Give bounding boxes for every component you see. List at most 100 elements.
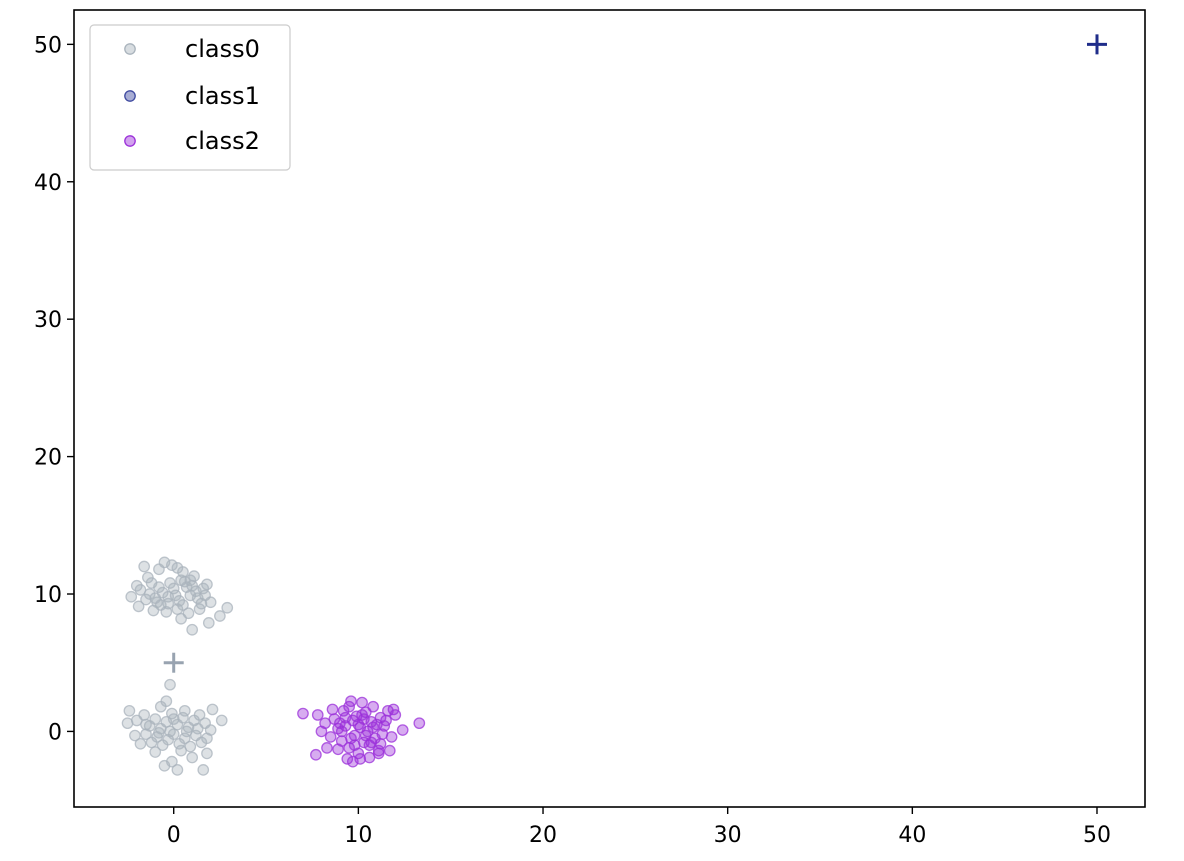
data-point-class2 bbox=[383, 744, 396, 757]
data-point-class2 bbox=[367, 700, 379, 713]
data-point-class0 bbox=[201, 732, 213, 745]
data-point-class2 bbox=[332, 743, 344, 756]
x-tick-label: 40 bbox=[898, 823, 926, 848]
data-point-class0 bbox=[197, 582, 210, 595]
data-point-class2 bbox=[413, 717, 426, 730]
data-point-class2 bbox=[324, 731, 337, 743]
data-point-class0 bbox=[169, 589, 182, 602]
data-point-class0 bbox=[142, 571, 154, 584]
data-point-class0 bbox=[132, 600, 145, 613]
y-tick-label: 50 bbox=[34, 33, 62, 58]
data-point-class0 bbox=[191, 722, 204, 735]
data-point-class0 bbox=[178, 704, 191, 717]
data-point-class0 bbox=[193, 709, 206, 721]
data-point-class0 bbox=[186, 751, 199, 764]
legend-box bbox=[89, 24, 291, 171]
data-point-class0 bbox=[149, 713, 162, 725]
y-tick-label: 30 bbox=[34, 308, 62, 333]
x-tick-label: 10 bbox=[344, 823, 372, 848]
x-tick-label: 50 bbox=[1083, 823, 1111, 848]
data-point-class0 bbox=[153, 581, 165, 593]
data-point-class2 bbox=[311, 709, 324, 721]
data-point-class0 bbox=[167, 713, 180, 725]
data-point-class0 bbox=[123, 704, 136, 717]
data-point-class2 bbox=[372, 744, 385, 757]
data-point-class0 bbox=[175, 744, 187, 757]
data-point-class0 bbox=[175, 612, 187, 625]
data-point-class0 bbox=[164, 678, 176, 691]
x-tick-label: 0 bbox=[167, 823, 181, 848]
y-tick-label: 10 bbox=[34, 583, 62, 608]
data-point-class0 bbox=[129, 729, 141, 742]
legend-marker-class1 bbox=[124, 90, 136, 102]
x-tick-label: 30 bbox=[714, 823, 742, 848]
data-point-class0 bbox=[171, 562, 184, 574]
centers-layer bbox=[163, 34, 1107, 673]
data-point-class0 bbox=[160, 695, 173, 708]
data-point-class2 bbox=[310, 748, 322, 761]
data-point-class0 bbox=[177, 711, 189, 724]
data-point-class0 bbox=[215, 714, 228, 727]
data-point-class0 bbox=[140, 728, 152, 741]
data-point-class0 bbox=[140, 718, 152, 731]
data-point-class0 bbox=[202, 617, 215, 629]
data-point-class2 bbox=[297, 707, 309, 720]
data-point-class0 bbox=[164, 725, 176, 738]
data-point-class2 bbox=[345, 732, 357, 745]
data-point-class0 bbox=[175, 574, 187, 587]
data-point-class0 bbox=[149, 746, 162, 758]
data-point-class0 bbox=[138, 709, 151, 721]
data-point-class0 bbox=[162, 597, 175, 610]
data-point-class0 bbox=[180, 725, 193, 738]
data-point-class0 bbox=[186, 579, 199, 592]
y-axis: 0 10 20 30 40 50 bbox=[34, 33, 74, 745]
data-point-class2 bbox=[356, 696, 368, 709]
data-point-class0 bbox=[197, 764, 210, 776]
data-point-class2 bbox=[315, 725, 328, 738]
data-point-class2 bbox=[358, 713, 370, 725]
data-point-class0 bbox=[153, 726, 165, 739]
legend-label-class0: class0 bbox=[185, 35, 260, 63]
data-point-class0 bbox=[149, 592, 162, 604]
data-point-class2 bbox=[396, 724, 409, 736]
data-point-class0 bbox=[130, 579, 143, 592]
data-point-class2 bbox=[339, 711, 352, 724]
data-point-class0 bbox=[178, 732, 191, 745]
data-point-class0 bbox=[193, 603, 206, 615]
data-point-class2 bbox=[387, 703, 400, 716]
data-point-class0 bbox=[125, 590, 138, 603]
data-point-class2 bbox=[354, 753, 367, 765]
data-point-class2 bbox=[378, 720, 391, 732]
data-point-class2 bbox=[374, 737, 387, 750]
legend: class0 class1 class2 bbox=[89, 24, 291, 171]
data-point-class0 bbox=[177, 599, 189, 611]
data-point-class2 bbox=[341, 753, 354, 765]
data-point-class2 bbox=[321, 742, 333, 754]
center-marker-class0 bbox=[163, 652, 184, 673]
data-point-class0 bbox=[158, 556, 171, 569]
x-tick-label: 20 bbox=[529, 823, 557, 848]
data-point-class2 bbox=[343, 700, 355, 713]
x-axis: 0 10 20 30 40 50 bbox=[167, 807, 1111, 848]
data-point-class2 bbox=[365, 736, 378, 749]
legend-label-class1: class1 bbox=[185, 82, 260, 110]
data-point-class0 bbox=[206, 703, 219, 716]
legend-marker-class2 bbox=[124, 135, 136, 147]
data-point-class0 bbox=[201, 747, 213, 760]
data-point-class0 bbox=[171, 764, 184, 776]
y-tick-label: 40 bbox=[34, 171, 62, 196]
data-point-class2 bbox=[335, 725, 348, 738]
center-marker-class1 bbox=[1086, 34, 1107, 55]
data-point-class0 bbox=[138, 560, 151, 573]
legend-marker-class0 bbox=[124, 43, 136, 55]
data-point-class2 bbox=[326, 703, 339, 716]
data-point-class2 bbox=[348, 739, 361, 752]
data-point-class0 bbox=[221, 601, 234, 614]
data-point-class2 bbox=[385, 731, 398, 743]
legend-label-class2: class2 bbox=[185, 127, 260, 155]
data-point-class0 bbox=[186, 623, 199, 636]
data-point-class0 bbox=[199, 589, 211, 602]
y-tick-label: 0 bbox=[48, 720, 62, 745]
data-point-class0 bbox=[166, 755, 178, 768]
